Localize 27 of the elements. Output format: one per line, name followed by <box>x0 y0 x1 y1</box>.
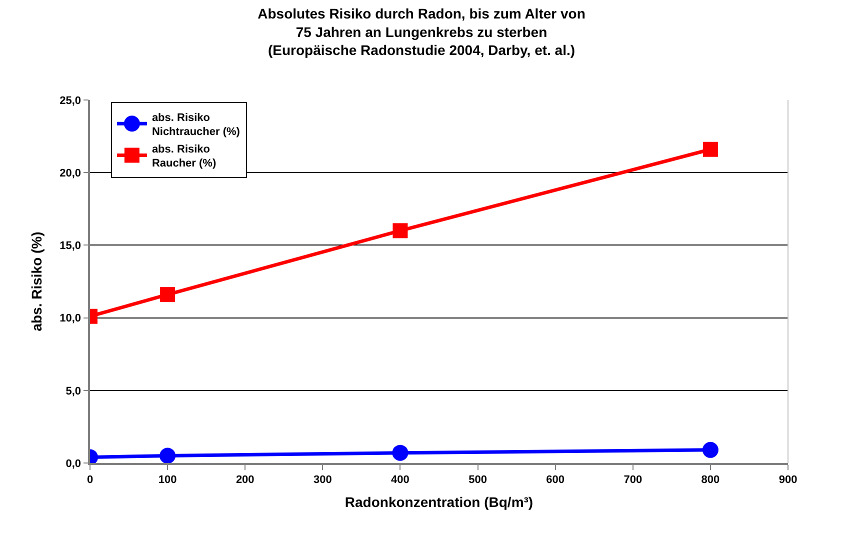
x-tick-label: 0 <box>86 474 94 486</box>
x-tick-label: 700 <box>624 474 642 486</box>
y-tick-label: 10,0 <box>60 312 82 325</box>
x-tick-label: 100 <box>158 474 177 486</box>
legend-label: abs. Risiko Nichtraucher (%) <box>152 112 240 138</box>
x-tick-label: 500 <box>468 474 487 486</box>
point <box>702 142 718 157</box>
x-tick-label: 400 <box>391 474 410 486</box>
point <box>160 448 176 463</box>
y-tick-label: 25,0 <box>60 94 82 107</box>
point <box>160 287 176 302</box>
point <box>392 223 408 238</box>
y-axis-title: abs. Risiko (%) <box>28 232 45 332</box>
x-tick-label: 200 <box>236 474 254 486</box>
y-tick-label: 5,0 <box>66 385 82 398</box>
x-tick-label: 600 <box>546 474 565 486</box>
x-tick-label: 900 <box>778 474 798 486</box>
x-tick-label: 800 <box>701 474 720 486</box>
point <box>702 442 718 458</box>
legend-label: abs. Risiko Raucher (%) <box>152 143 216 170</box>
x-tick-label: 300 <box>313 474 332 486</box>
x-axis-title: Radonkonzentration (Bq/m³) <box>344 494 534 510</box>
y-tick-label: 20,0 <box>60 167 82 180</box>
point <box>392 444 408 461</box>
y-tick-label: 0,0 <box>66 458 82 470</box>
y-tick-label: 15,0 <box>60 240 82 252</box>
chart-title: Absolutes Risiko durch Radon, bis zum Alter von 75 Jahren an Lungenkrebs zu sterben (Europäische Radonstudie 2004, Darby, et. al.) <box>258 6 586 58</box>
